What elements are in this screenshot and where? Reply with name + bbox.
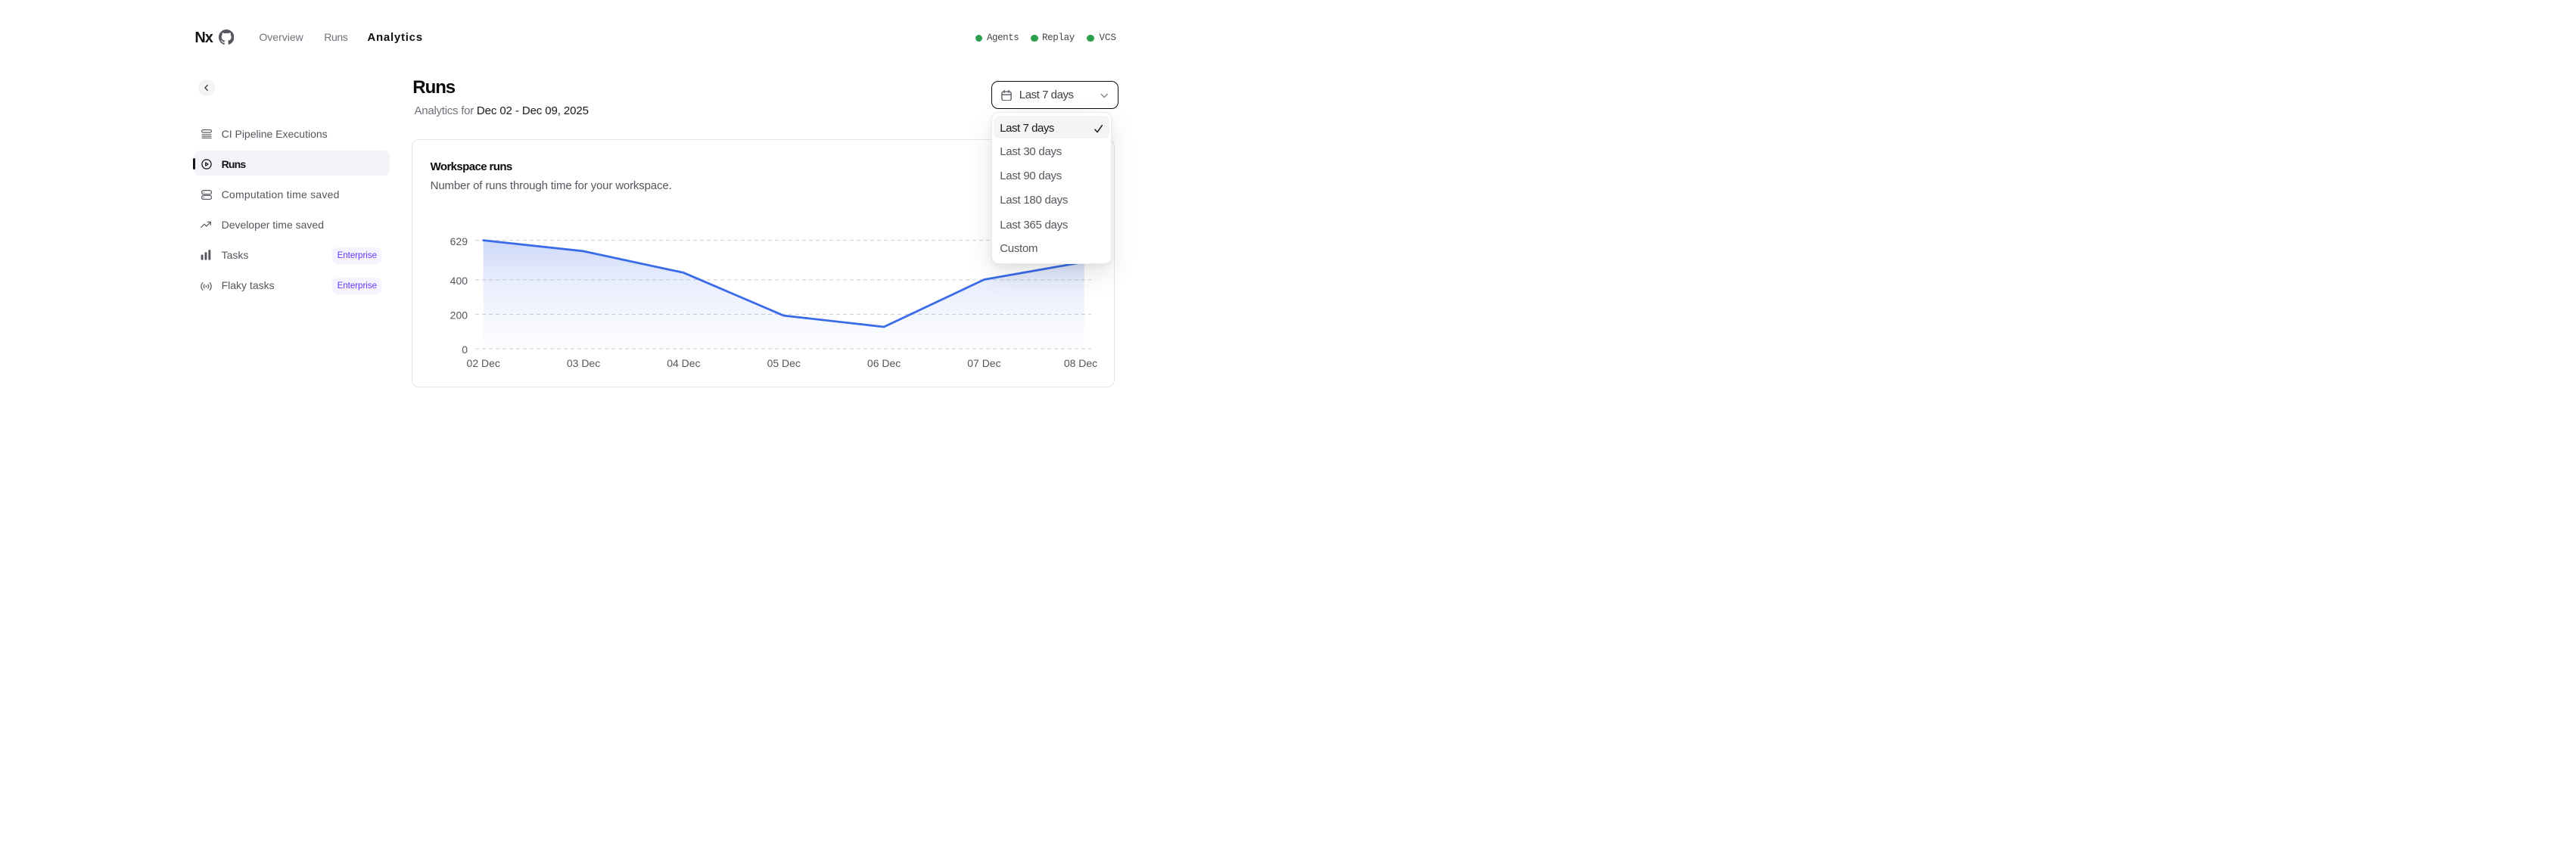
svg-text:03 Dec: 03 Dec [567, 357, 600, 369]
svg-text:0: 0 [462, 344, 468, 356]
svg-text:04 Dec: 04 Dec [667, 357, 701, 369]
svg-text:200: 200 [450, 309, 468, 322]
svg-text:06 Dec: 06 Dec [867, 357, 901, 369]
svg-text:05 Dec: 05 Dec [767, 357, 801, 369]
svg-text:08 Dec: 08 Dec [1064, 357, 1097, 369]
svg-text:07 Dec: 07 Dec [968, 357, 1001, 369]
svg-text:02 Dec: 02 Dec [467, 357, 500, 369]
svg-text:400: 400 [450, 275, 468, 288]
svg-text:629: 629 [450, 235, 468, 247]
